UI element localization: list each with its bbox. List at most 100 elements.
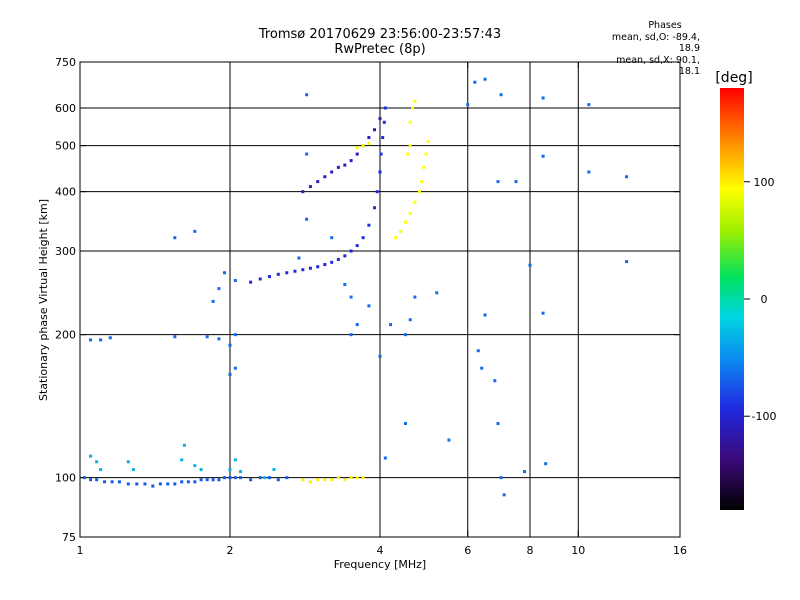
data-point bbox=[323, 263, 327, 267]
data-point bbox=[182, 443, 186, 447]
phase-stats-x: mean, sd,X: 90.1, 18.1 bbox=[616, 54, 700, 78]
colorbar-ticks: 100 0 -100 bbox=[744, 176, 776, 423]
data-point bbox=[367, 223, 371, 227]
data-point bbox=[166, 482, 170, 486]
chart-subtitle: RwPretec (8p) bbox=[334, 42, 426, 57]
data-point bbox=[186, 480, 190, 484]
data-point bbox=[99, 338, 103, 342]
data-point bbox=[447, 438, 451, 442]
data-point bbox=[228, 476, 232, 480]
data-point bbox=[173, 482, 177, 486]
data-point bbox=[378, 354, 382, 358]
data-point bbox=[378, 117, 382, 121]
data-point bbox=[466, 103, 470, 107]
data-point bbox=[625, 260, 629, 264]
data-point bbox=[135, 482, 139, 486]
data-point bbox=[285, 476, 289, 480]
data-point bbox=[258, 277, 262, 281]
x-tick-label: 4 bbox=[377, 544, 384, 557]
data-point bbox=[483, 313, 487, 317]
data-point bbox=[417, 190, 421, 194]
data-point bbox=[394, 236, 398, 240]
data-point bbox=[108, 336, 112, 340]
data-point bbox=[523, 470, 527, 474]
data-point bbox=[336, 165, 340, 169]
data-point bbox=[399, 229, 403, 233]
x-tick-label: 16 bbox=[673, 544, 687, 557]
data-point bbox=[408, 120, 412, 124]
data-point bbox=[403, 422, 407, 426]
data-point bbox=[143, 482, 147, 486]
data-point bbox=[541, 311, 545, 315]
data-point bbox=[426, 140, 430, 144]
data-point bbox=[587, 170, 591, 174]
y-tick-label: 750 bbox=[55, 56, 76, 69]
colorbar-gradient bbox=[720, 88, 744, 510]
data-point bbox=[205, 478, 209, 482]
colorbar-tick-label: 0 bbox=[761, 293, 768, 306]
data-point bbox=[199, 478, 203, 482]
data-point bbox=[316, 180, 320, 184]
data-point bbox=[272, 468, 276, 472]
colorbar-tick-label: 100 bbox=[754, 176, 775, 189]
data-point bbox=[383, 106, 387, 110]
data-point bbox=[349, 333, 353, 337]
x-tick-label: 8 bbox=[527, 544, 534, 557]
y-axis-label: Stationary phase Virtual Height [km] bbox=[37, 199, 50, 401]
x-tick-label: 10 bbox=[571, 544, 585, 557]
data-point bbox=[131, 468, 135, 472]
y-tick-label: 100 bbox=[55, 472, 76, 485]
data-point bbox=[355, 244, 359, 248]
data-point bbox=[323, 478, 327, 482]
phase-stats-o: mean, sd,O: -89.4, 18.9 bbox=[611, 31, 700, 55]
data-point bbox=[217, 337, 221, 341]
data-point bbox=[89, 338, 93, 342]
data-point bbox=[258, 476, 262, 480]
y-tick-label: 200 bbox=[55, 329, 76, 342]
x-tick-labels: 1 2 4 6 8 10 16 bbox=[77, 544, 688, 557]
data-point bbox=[228, 372, 232, 376]
data-point bbox=[383, 456, 387, 460]
data-point bbox=[323, 175, 327, 179]
data-point bbox=[473, 80, 477, 84]
data-point bbox=[373, 128, 377, 132]
y-tick-label: 300 bbox=[55, 245, 76, 258]
data-point bbox=[193, 464, 197, 468]
data-point bbox=[422, 165, 426, 169]
data-point bbox=[180, 458, 184, 462]
data-point bbox=[297, 256, 301, 260]
data-point bbox=[233, 476, 237, 480]
data-point bbox=[267, 275, 271, 279]
chart-title: Tromsø 20170629 23:56:00-23:57:43 bbox=[258, 27, 502, 42]
data-point bbox=[308, 185, 312, 189]
y-tick-label: 500 bbox=[55, 140, 76, 153]
data-point bbox=[95, 478, 99, 482]
data-point bbox=[420, 180, 424, 184]
data-point bbox=[82, 476, 86, 480]
data-point bbox=[217, 478, 221, 482]
data-point bbox=[367, 136, 371, 140]
data-point bbox=[483, 77, 487, 81]
data-point bbox=[110, 480, 114, 484]
data-point bbox=[89, 454, 93, 458]
data-points bbox=[82, 77, 629, 497]
data-point bbox=[413, 200, 417, 204]
data-point bbox=[249, 280, 253, 284]
data-point bbox=[343, 254, 347, 258]
data-point bbox=[330, 478, 334, 482]
data-point bbox=[285, 271, 289, 275]
data-point bbox=[355, 323, 359, 327]
data-point bbox=[406, 152, 410, 156]
data-point bbox=[249, 478, 253, 482]
data-point bbox=[173, 335, 177, 339]
data-point bbox=[305, 93, 309, 97]
data-point bbox=[435, 291, 439, 295]
data-point bbox=[173, 236, 177, 240]
data-point bbox=[239, 470, 243, 474]
data-point bbox=[293, 269, 297, 273]
data-point bbox=[502, 493, 506, 497]
data-point bbox=[541, 154, 545, 158]
data-point bbox=[263, 476, 267, 480]
data-point bbox=[330, 236, 334, 240]
